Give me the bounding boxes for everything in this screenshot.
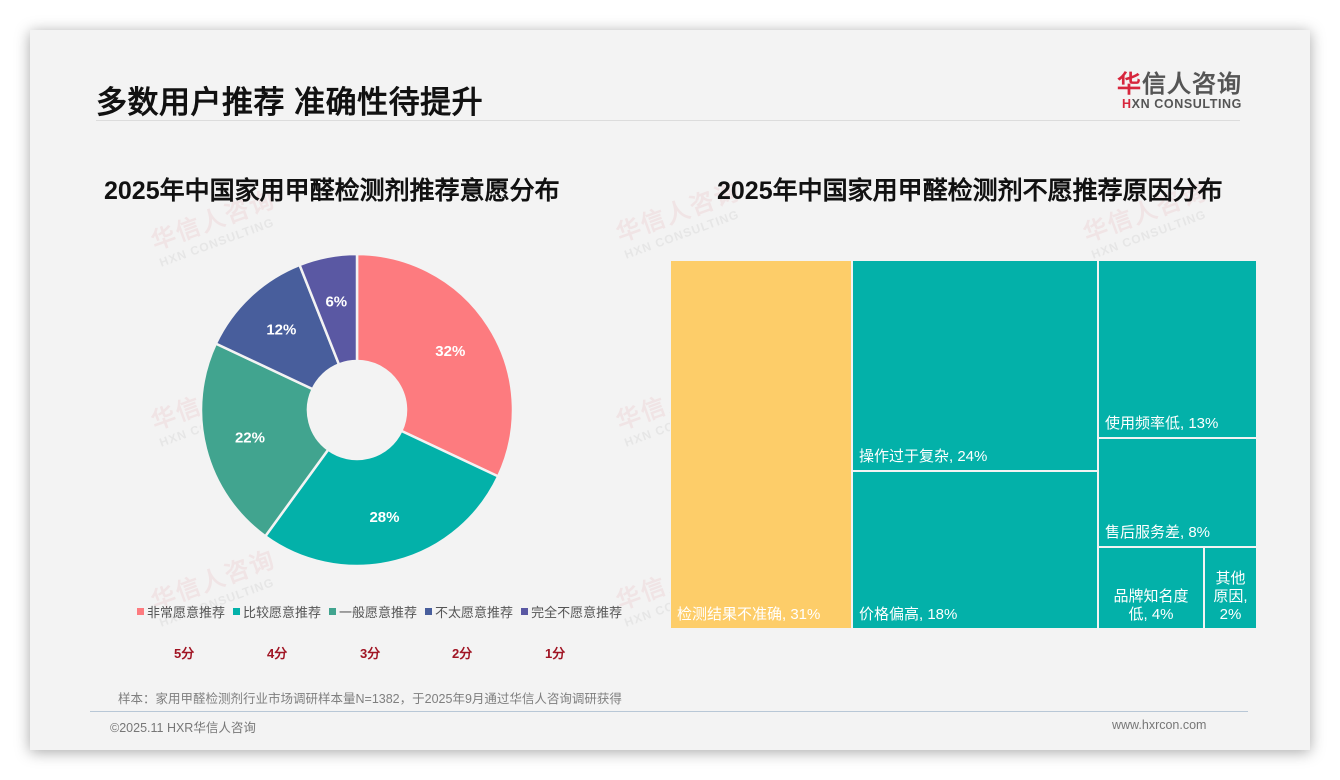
- legend-label: 比较愿意推荐: [243, 605, 322, 620]
- legend-swatch: [425, 608, 433, 615]
- legend-label: 一般愿意推荐: [339, 605, 418, 620]
- sample-note: 样本：家用甲醛检测剂行业市场调研样本量N=1382，于2025年9月通过华信人咨…: [118, 692, 622, 706]
- score-label: 2分: [452, 646, 473, 661]
- treemap-tile: 品牌知名度 低, 4%: [1098, 547, 1204, 629]
- treemap-label: 操作过于复杂, 24%: [859, 448, 988, 465]
- treemap-tile: 价格偏高, 18%: [852, 471, 1098, 629]
- donut-legend: 非常愿意推荐 比较愿意推荐 一般愿意推荐 不太愿意推荐 完全不愿意推荐: [137, 602, 622, 621]
- slice-label: 12%: [266, 321, 296, 338]
- treemap-label: 检测结果不准确, 31%: [677, 606, 821, 623]
- treemap-tile: 使用频率低, 13%: [1098, 260, 1257, 438]
- slice-label: 22%: [235, 429, 265, 446]
- legend-swatch: [233, 608, 241, 615]
- logo-cn: 华信人咨询: [1117, 71, 1242, 98]
- donut-chart: 32% 28% 22% 12% 6%: [199, 252, 515, 568]
- brand-logo: 华信人咨询 HXN CONSULTING: [1112, 64, 1242, 111]
- slice-label: 32%: [435, 343, 465, 360]
- score-label: 1分: [545, 646, 566, 661]
- legend-item: 一般愿意推荐: [329, 602, 417, 621]
- donut-chart-title: 2025年中国家用甲醛检测剂推荐意愿分布: [104, 177, 560, 205]
- legend-item: 比较愿意推荐: [233, 602, 321, 621]
- legend-item: 不太愿意推荐: [425, 602, 513, 621]
- legend-label: 完全不愿意推荐: [531, 605, 623, 620]
- treemap-tile: 售后服务差, 8%: [1098, 438, 1257, 547]
- donut-slice: [263, 429, 500, 568]
- legend-swatch: [521, 608, 529, 615]
- donut-slice: [355, 252, 515, 479]
- treemap-chart: 检测结果不准确, 31% 操作过于复杂, 24% 价格偏高, 18% 使用频率低, 1…: [670, 260, 1257, 629]
- slice-label: 28%: [369, 509, 399, 526]
- website-link[interactable]: www.hxrcon.com: [1112, 718, 1207, 732]
- treemap-tile: 检测结果不准确, 31%: [670, 260, 852, 629]
- legend-item: 完全不愿意推荐: [521, 602, 622, 621]
- page-title: 多数用户推荐 准确性待提升: [96, 85, 484, 120]
- legend-item: 非常愿意推荐: [137, 602, 225, 621]
- copyright: ©2025.11 HXR华信人咨询: [110, 721, 256, 735]
- treemap-tile: 其他 原因, 2%: [1204, 547, 1257, 629]
- footer-divider: [90, 711, 1248, 712]
- treemap-label: 使用频率低, 13%: [1105, 415, 1219, 432]
- logo-en: HXN CONSULTING: [1122, 97, 1242, 111]
- donut-slice: [214, 263, 341, 391]
- treemap-chart-title: 2025年中国家用甲醛检测剂不愿推荐原因分布: [717, 177, 1223, 205]
- score-label: 3分: [360, 646, 381, 661]
- treemap-label: 售后服务差, 8%: [1105, 524, 1211, 541]
- treemap-label: 价格偏高, 18%: [859, 606, 958, 623]
- slice-label: 6%: [325, 293, 347, 310]
- legend-label: 不太愿意推荐: [435, 605, 514, 620]
- treemap-tile: 操作过于复杂, 24%: [852, 260, 1098, 471]
- score-label: 5分: [174, 646, 195, 661]
- legend-label: 非常愿意推荐: [147, 605, 226, 620]
- slide: 多数用户推荐 准确性待提升 华信人咨询 HXN CONSULTING 华信人咨询…: [30, 30, 1310, 750]
- treemap-label: 其他 原因, 2%: [1213, 570, 1248, 623]
- legend-swatch: [137, 608, 144, 615]
- donut-slice: [297, 252, 359, 367]
- treemap-label: 品牌知名度 低, 4%: [1113, 588, 1189, 623]
- title-divider: [96, 120, 1240, 121]
- score-label: 4分: [267, 646, 288, 661]
- legend-swatch: [329, 608, 337, 615]
- donut-slice: [199, 341, 330, 538]
